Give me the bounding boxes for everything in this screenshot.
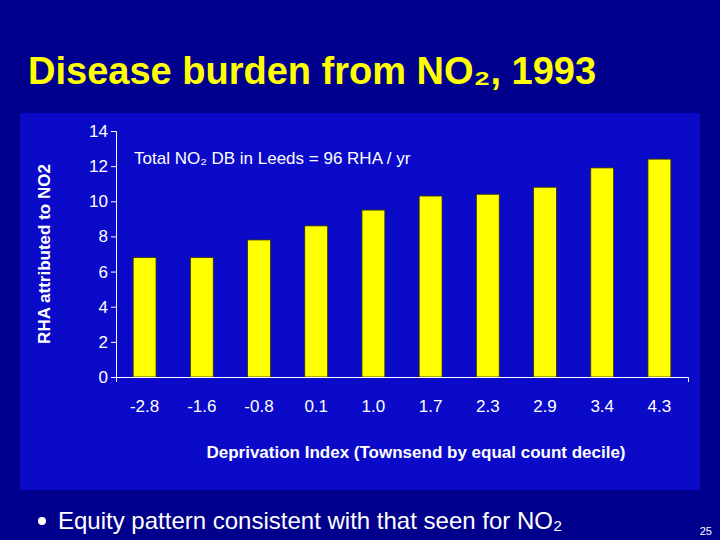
y-axis-line (111, 132, 117, 378)
bar (419, 196, 442, 377)
bar (476, 194, 499, 377)
bar (534, 187, 557, 377)
y-tick-mark (111, 236, 116, 237)
y-tick-label: 0 (99, 368, 108, 387)
y-tick-mark (111, 342, 116, 343)
y-tick-mark (111, 307, 116, 308)
y-tick: 4 (99, 298, 116, 317)
bar (190, 258, 213, 377)
y-tick: 12 (89, 157, 116, 176)
x-tick-label: -2.8 (130, 397, 159, 416)
y-tick-mark (111, 131, 116, 132)
y-tick-label: 2 (99, 333, 108, 352)
x-tick: 0.1 (304, 377, 328, 416)
x-tick: -1.6 (187, 377, 216, 416)
y-tick-mark (111, 377, 116, 378)
x-tick-label: 4.3 (648, 397, 672, 416)
x-tick-label: 1.0 (362, 397, 386, 416)
x-tick-label: 1.7 (419, 397, 443, 416)
bars (133, 159, 671, 377)
y-tick: 2 (99, 333, 116, 352)
chart-panel (20, 113, 700, 490)
page-number: 25 (700, 525, 712, 537)
y-tick-mark (111, 201, 116, 202)
y-tick: 14 (89, 122, 116, 141)
x-tick: -2.8 (130, 377, 159, 416)
y-tick: 8 (99, 227, 116, 246)
y-tick-mark (111, 166, 116, 167)
x-tick: 1.0 (362, 377, 386, 416)
x-tick-label: -0.8 (244, 397, 273, 416)
y-tick-mark (111, 272, 116, 273)
y-tick-label: 10 (89, 192, 108, 211)
y-tick: 0 (99, 368, 116, 387)
x-tick: 1.7 (419, 377, 443, 416)
title: Disease burden from NO₂, 1993 (28, 50, 596, 92)
x-tick-label: 3.4 (590, 397, 614, 416)
x-tick-label: 2.3 (476, 397, 500, 416)
y-axis: 0 2 4 6 8 10 12 14 (89, 122, 116, 387)
annotation: Total NO₂ DB in Leeds = 96 RHA / yr (134, 149, 411, 168)
bar (133, 258, 156, 377)
x-tick: -0.8 (244, 377, 273, 416)
bar (648, 159, 671, 377)
slide: Disease burden from NO₂, 1993 0 2 4 6 8 10 12 14… (0, 0, 720, 540)
bar (591, 168, 614, 377)
x-axis-title: Deprivation Index (Townsend by equal cou… (206, 443, 625, 462)
bar (248, 240, 271, 377)
x-axis: -2.8 -1.6 -0.8 0.1 1.0 1.7 2.3 2.9 3.4 4.3 (117, 377, 689, 416)
x-tick-label: -1.6 (187, 397, 216, 416)
y-tick-label: 12 (89, 157, 108, 176)
x-tick-label: 0.1 (304, 397, 328, 416)
y-axis-title: RHA attributed to NO2 (35, 164, 54, 344)
x-tick: 2.9 (533, 377, 557, 416)
x-tick: 3.4 (590, 377, 614, 416)
y-tick-label: 8 (99, 227, 108, 246)
bar (305, 226, 328, 377)
y-tick-label: 4 (99, 298, 108, 317)
y-tick-label: 14 (89, 122, 108, 141)
background (0, 0, 720, 540)
x-tick: 4.3 (648, 377, 672, 416)
y-tick-label: 6 (99, 263, 108, 282)
x-axis-line (117, 378, 689, 383)
x-tick-label: 2.9 (533, 397, 557, 416)
y-tick: 10 (89, 192, 116, 211)
bullet (38, 517, 46, 525)
note: Equity pattern consistent with that seen… (58, 507, 562, 534)
y-tick: 6 (99, 263, 116, 282)
x-tick: 2.3 (476, 377, 500, 416)
bar (362, 210, 385, 377)
